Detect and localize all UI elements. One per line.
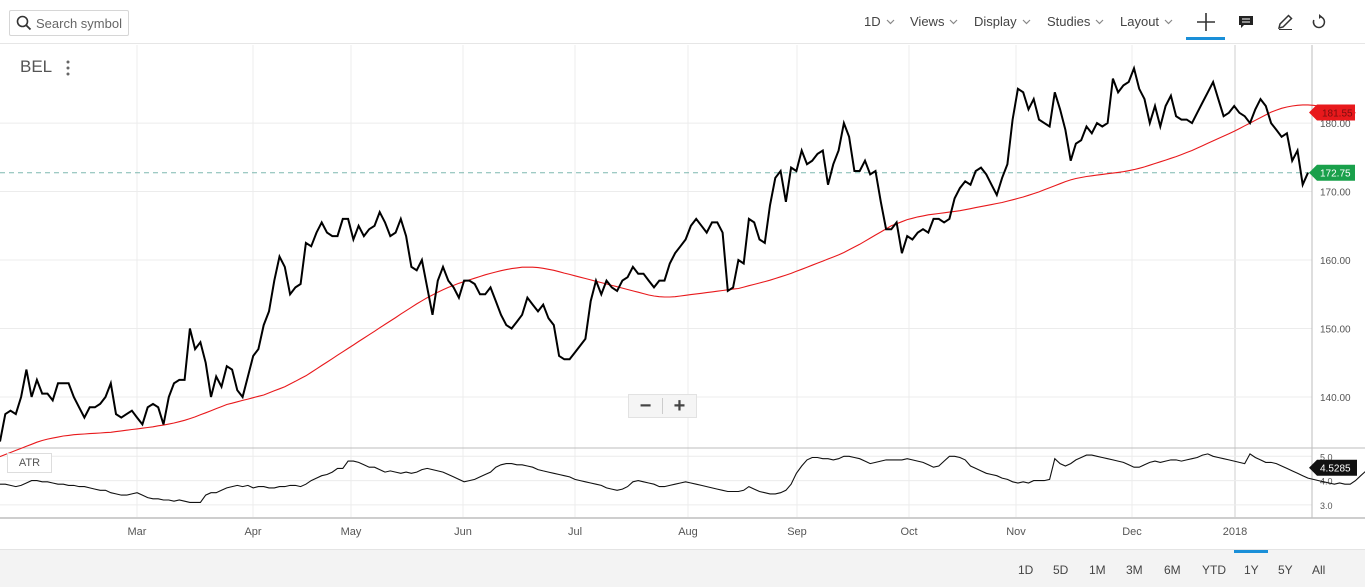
zoom-in-button[interactable]: + [673, 394, 686, 417]
reset-icon [1312, 14, 1326, 29]
more-options-icon[interactable] [64, 59, 72, 77]
crosshair-button[interactable] [1194, 10, 1218, 34]
range-5y[interactable]: 5Y [1278, 563, 1293, 577]
range-1d[interactable]: 1D [1018, 563, 1034, 577]
range-all[interactable]: All [1312, 563, 1326, 577]
ma-badge: 181.55 [1309, 104, 1355, 121]
atr-badge-bg [1309, 459, 1357, 476]
x-tick-label: 2018 [1223, 526, 1247, 538]
y-tick-label: 170.00 [1320, 188, 1351, 199]
main-pane-bg [0, 45, 1365, 447]
y-tick-label: 150.00 [1320, 325, 1351, 336]
zoom-out-button[interactable]: − [639, 394, 652, 417]
last-price-badge: 172.75 [1309, 164, 1355, 181]
price-line [0, 65, 1309, 442]
x-tick-label: Nov [1006, 526, 1026, 538]
moving-average-line [0, 104, 1356, 458]
atr-badge-label: 4.5285 [1320, 464, 1351, 475]
range-ytd[interactable]: YTD [1202, 563, 1226, 577]
draw-button[interactable] [1273, 10, 1297, 34]
layout-label: Layout [1120, 14, 1160, 29]
x-tick-label: Jun [454, 526, 472, 538]
views-label: Views [910, 14, 945, 29]
toolbar: 1D Views Display Studies Layout [0, 0, 1365, 44]
chevron-down-icon [1022, 19, 1031, 24]
layout-menu[interactable]: Layout [1120, 14, 1173, 29]
atr-tick-label: 4.0 [1320, 477, 1333, 487]
display-menu[interactable]: Display [974, 14, 1031, 29]
range-5d[interactable]: 5D [1053, 563, 1069, 577]
active-range-indicator [1234, 550, 1268, 553]
ma-badge-label: 181.55 [1322, 108, 1353, 119]
atr-study-label[interactable]: ATR [7, 453, 52, 473]
x-tick-label: Sep [787, 526, 807, 538]
range-6m[interactable]: 6M [1164, 563, 1181, 577]
y-tick-label: 140.00 [1320, 393, 1351, 404]
range-bar: 1D 5D 1M 3M 6M YTD 1Y 5Y All [0, 549, 1365, 587]
pencil-icon [1277, 14, 1293, 30]
views-menu[interactable]: Views [910, 14, 958, 29]
reset-button[interactable] [1307, 10, 1331, 34]
crosshair-icon [1197, 13, 1215, 31]
y-tick-label: 160.00 [1320, 256, 1351, 267]
chevron-down-icon [1095, 19, 1104, 24]
last-price-badge-bg [1309, 164, 1355, 181]
range-3m[interactable]: 3M [1126, 563, 1143, 577]
range-1m[interactable]: 1M [1089, 563, 1106, 577]
active-tool-indicator [1186, 37, 1225, 40]
chevron-down-icon [1164, 19, 1173, 24]
x-tick-label: Mar [128, 526, 147, 538]
interval-label: 1D [864, 14, 881, 29]
studies-menu[interactable]: Studies [1047, 14, 1104, 29]
x-tick-label: Apr [244, 526, 261, 538]
range-1y[interactable]: 1Y [1244, 563, 1259, 577]
symbol-label[interactable]: BEL [20, 57, 53, 76]
x-tick-label: May [341, 526, 362, 538]
x-tick-label: Aug [678, 526, 698, 538]
atr-line [0, 453, 1365, 503]
search-input[interactable] [36, 15, 126, 31]
chevron-down-icon [886, 19, 895, 24]
x-tick-label: Dec [1122, 526, 1142, 538]
interval-menu[interactable]: 1D [864, 14, 895, 29]
x-tick-label: Oct [900, 526, 917, 538]
comment-icon [1239, 16, 1253, 28]
studies-label: Studies [1047, 14, 1091, 29]
x-tick-label: Jul [568, 526, 582, 538]
ma-badge-bg [1309, 104, 1355, 121]
chevron-down-icon [950, 19, 958, 24]
last-price-badge-label: 172.75 [1320, 169, 1351, 180]
atr-tick-label: 5.0 [1320, 452, 1333, 462]
price-chart[interactable]: 140.00 150.00 160.00 170.00 180.00 3.0 4.0 5.0 M… [0, 45, 1365, 548]
y-tick-label: 180.00 [1320, 119, 1351, 130]
display-label: Display [974, 14, 1017, 29]
search-box[interactable] [9, 10, 129, 36]
zoom-divider [662, 398, 663, 414]
comment-button[interactable] [1234, 10, 1258, 34]
atr-tick-label: 3.0 [1320, 501, 1333, 511]
search-icon [16, 15, 32, 31]
zoom-control: − + [628, 394, 697, 418]
atr-badge: 4.5285 [1309, 459, 1357, 476]
